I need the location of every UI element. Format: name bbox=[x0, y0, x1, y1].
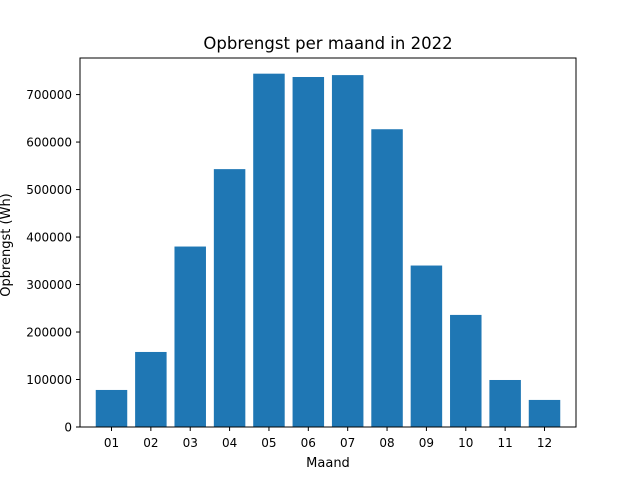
bars-layer bbox=[95, 73, 561, 427]
y-tick-label: 300000 bbox=[26, 278, 72, 292]
bar-12 bbox=[528, 399, 561, 427]
y-ticks: 0 100000 200000 300000 400000 500000 600000 700… bbox=[26, 88, 80, 435]
x-tick-label: 05 bbox=[261, 436, 276, 450]
y-tick-label: 700000 bbox=[26, 88, 72, 102]
bar-07 bbox=[331, 75, 364, 427]
x-tick-label: 08 bbox=[379, 436, 394, 450]
x-tick-label: 11 bbox=[498, 436, 513, 450]
y-axis-label: Opbrengst (Wh) bbox=[0, 193, 14, 297]
x-axis-label: Maand bbox=[306, 456, 350, 471]
y-tick-label: 600000 bbox=[26, 136, 72, 150]
x-tick-label: 01 bbox=[104, 436, 119, 450]
x-ticks: 01 02 03 04 05 06 07 08 09 10 11 12 bbox=[104, 427, 552, 450]
axes-layer bbox=[79, 57, 577, 428]
x-tick-label: 03 bbox=[183, 436, 198, 450]
y-tick-label: 100000 bbox=[26, 373, 72, 387]
bar-04 bbox=[213, 169, 246, 427]
y-tick-label: 200000 bbox=[26, 326, 72, 340]
bar-05 bbox=[253, 73, 285, 427]
bar-03 bbox=[174, 246, 206, 427]
bar-06 bbox=[292, 76, 325, 427]
x-tick-label: 04 bbox=[222, 436, 237, 450]
bar-02 bbox=[135, 351, 167, 427]
x-tick-label: 12 bbox=[537, 436, 552, 450]
y-tick-label: 400000 bbox=[26, 231, 72, 245]
x-tick-label: 07 bbox=[340, 436, 355, 450]
chart-title: Opbrengst per maand in 2022 bbox=[203, 34, 452, 53]
x-tick-label: 02 bbox=[143, 436, 158, 450]
bar-11 bbox=[489, 379, 521, 427]
x-tick-label: 06 bbox=[301, 436, 316, 450]
bar-10 bbox=[450, 314, 482, 427]
bar-09 bbox=[410, 265, 443, 427]
plot-frame bbox=[79, 57, 577, 428]
bar-08 bbox=[371, 129, 403, 427]
x-tick-label: 09 bbox=[419, 436, 434, 450]
y-tick-label: 0 bbox=[64, 421, 72, 435]
x-tick-label: 10 bbox=[458, 436, 473, 450]
y-tick-label: 500000 bbox=[26, 183, 72, 197]
bar-01 bbox=[95, 389, 128, 427]
